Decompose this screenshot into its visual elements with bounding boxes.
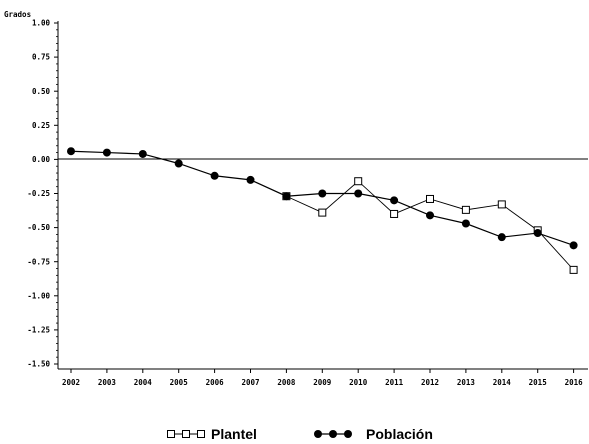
- x-tick-label: 2015: [529, 378, 547, 387]
- y-tick-label: -0.50: [27, 223, 50, 232]
- data-point-poblacion: [210, 171, 219, 180]
- data-point-plantel: [318, 208, 327, 217]
- series-layer: [67, 147, 578, 274]
- x-tick-label: 2009: [313, 378, 332, 387]
- series-line-plantel: [286, 180, 574, 271]
- y-tick-label: 0.75: [32, 53, 50, 62]
- legend-poblacion-marker: [314, 430, 322, 438]
- y-tick-label: -0.75: [27, 257, 50, 266]
- x-tick-label: 2006: [206, 378, 225, 387]
- x-tick-label: 2008: [277, 378, 296, 387]
- x-tick-label: 2012: [421, 378, 439, 387]
- legend-item-poblacion: Población: [314, 426, 433, 442]
- y-tick-label: -0.25: [27, 189, 50, 198]
- y-tick-label: -1.50: [27, 360, 50, 369]
- data-point-plantel: [354, 177, 363, 186]
- data-point-plantel: [390, 209, 399, 218]
- data-point-poblacion: [533, 229, 542, 238]
- y-axis-title: Grados: [4, 10, 31, 19]
- data-point-poblacion: [426, 211, 434, 220]
- data-point-poblacion: [282, 192, 291, 201]
- data-point-poblacion: [67, 147, 75, 156]
- x-ticks: 2002 2003 2004 2005 2006 2007 2008 2009 2010 2011…: [62, 369, 583, 387]
- legend-plantel-marker: [167, 430, 175, 438]
- data-point-poblacion: [138, 149, 147, 158]
- data-point-poblacion: [390, 196, 399, 205]
- x-tick-label: 2004: [134, 378, 153, 387]
- y-tick-label: 0.00: [32, 155, 51, 164]
- x-tick-label: 2014: [493, 378, 512, 387]
- data-point-plantel: [497, 200, 506, 209]
- series-line-poblacion: [70, 150, 574, 246]
- y-tick-label: -1.00: [27, 291, 50, 300]
- data-point-poblacion: [569, 241, 578, 250]
- x-tick-label: 2007: [241, 378, 259, 387]
- y-ticks: 1.00 0.75 0.50 0.25 0.00 -0.25 -0.50 -0.75 -1.00…: [27, 19, 58, 369]
- legend-plantel-marker: [182, 430, 190, 438]
- x-tick-label: 2003: [98, 378, 117, 387]
- legend-poblacion-marker: [344, 430, 352, 438]
- legend-poblacion-label: Población: [366, 426, 433, 442]
- legend-plantel-marker: [197, 430, 205, 438]
- data-point-plantel: [569, 265, 578, 274]
- data-point-poblacion: [318, 189, 327, 198]
- legend-plantel-label: Plantel: [211, 426, 257, 442]
- legend: Plantel Población: [167, 426, 433, 442]
- data-point-poblacion: [461, 219, 470, 228]
- data-point-plantel: [426, 194, 434, 203]
- x-tick-label: 2011: [385, 378, 404, 387]
- x-tick-label: 2005: [170, 378, 188, 387]
- data-point-poblacion: [102, 148, 111, 157]
- data-point-poblacion: [174, 159, 183, 168]
- legend-item-plantel: Plantel: [167, 426, 257, 442]
- data-point-poblacion: [246, 175, 255, 184]
- x-tick-label: 2010: [349, 378, 368, 387]
- x-tick-label: 2002: [62, 378, 80, 387]
- data-point-poblacion: [497, 233, 506, 242]
- data-point-plantel: [461, 205, 470, 214]
- data-point-poblacion: [354, 189, 363, 198]
- x-tick-label: 2016: [565, 378, 584, 387]
- y-tick-label: 0.50: [32, 87, 51, 96]
- y-tick-label: 1.00: [32, 19, 51, 28]
- legend-poblacion-marker: [329, 430, 337, 438]
- x-tick-label: 2013: [457, 378, 476, 387]
- y-tick-label: 0.25: [32, 121, 50, 130]
- y-tick-label: -1.25: [27, 326, 50, 335]
